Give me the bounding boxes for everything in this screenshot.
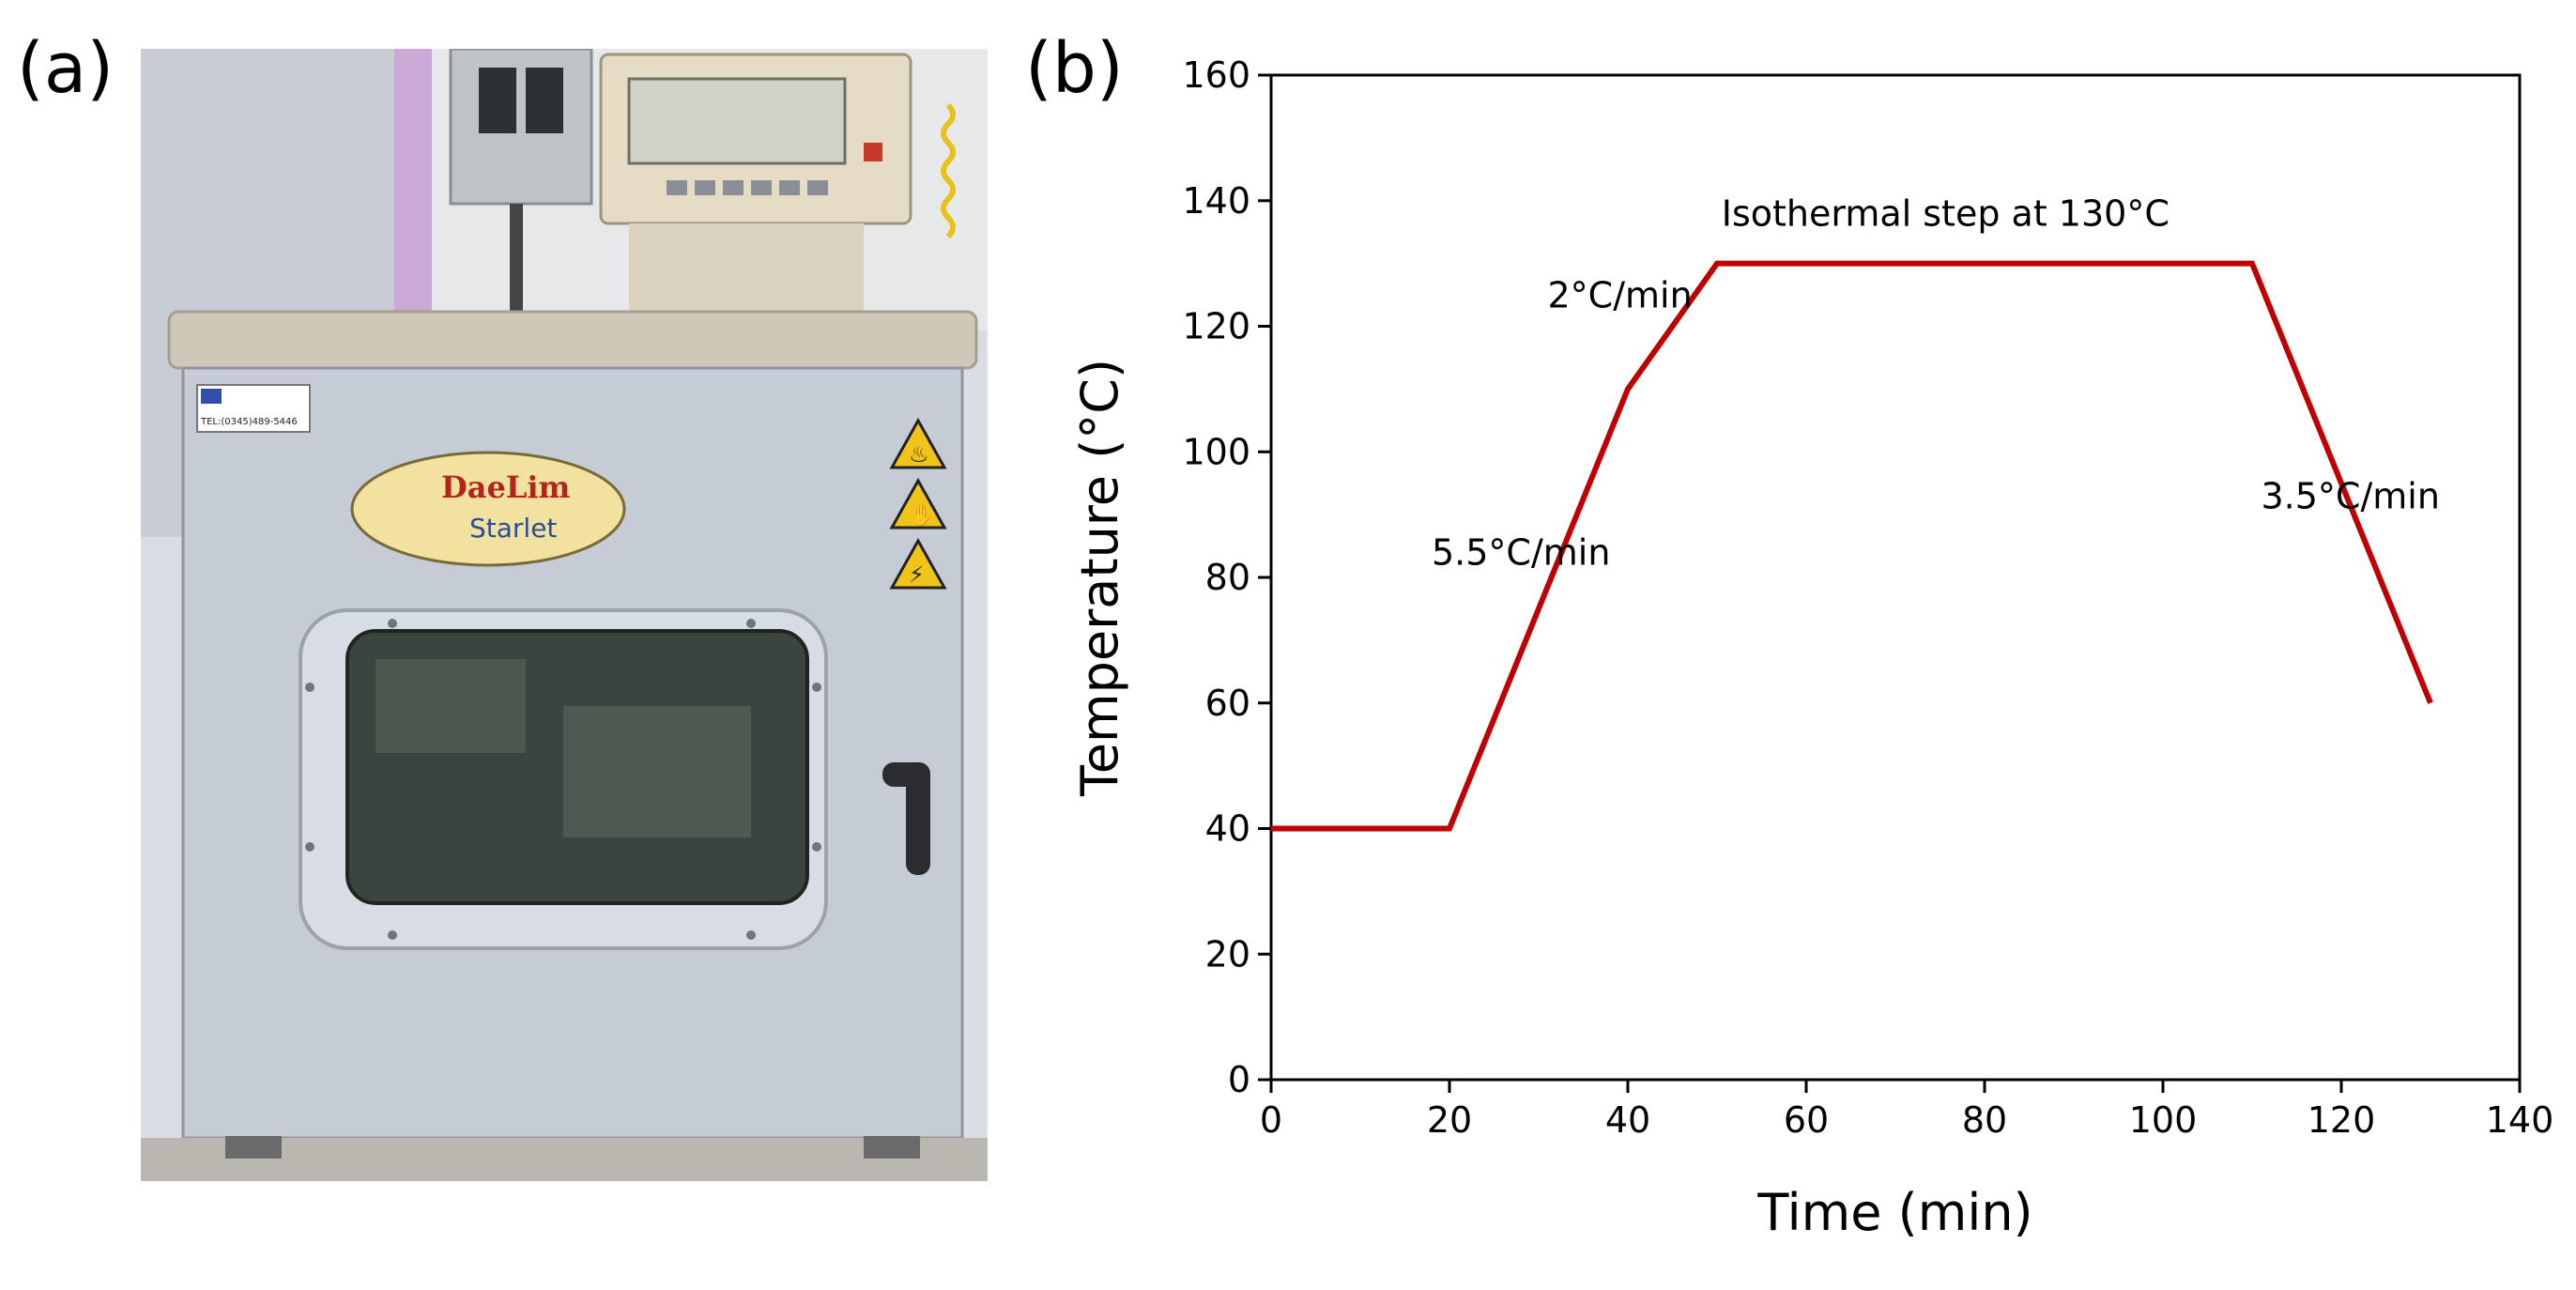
y-tick-label: 80 <box>1205 557 1250 598</box>
y-tick-label: 120 <box>1182 306 1250 347</box>
sticker-text: TEL:(0345)489-5446 <box>200 417 298 427</box>
x-tick-label: 20 <box>1427 1099 1472 1141</box>
annotation-label: 5.5°C/min <box>1432 532 1610 574</box>
svg-text:⚡: ⚡ <box>909 561 925 588</box>
incubator-illustration: TEL:(0345)489-5446 DaeLim Starlet ♨ ✋ ⚡ <box>141 49 988 1181</box>
x-tick-label: 80 <box>1962 1099 2007 1141</box>
x-axis: 0 20 40 60 80 100 120 140 <box>1260 1080 2553 1141</box>
electrical-warning-icon: ⚡ <box>889 537 947 590</box>
x-tick-label: 140 <box>2486 1099 2554 1141</box>
y-tick-label: 0 <box>1228 1059 1250 1100</box>
y-tick-label: 60 <box>1205 683 1250 724</box>
door-handle <box>906 762 930 875</box>
y-tick-label: 20 <box>1205 933 1250 975</box>
hand-crush-warning-icon: ✋ <box>889 477 947 530</box>
brand-sub-text: Starlet <box>469 513 557 544</box>
y-tick-label: 140 <box>1182 180 1250 222</box>
series-layer <box>1270 260 2433 832</box>
temperature-profile-chart: 0 20 40 60 80 100 120 140 160 0 20 40 60 80 100 120 140… <box>1070 54 2553 1242</box>
svg-text:✋: ✋ <box>909 503 934 528</box>
y-tick-label: 160 <box>1182 54 1250 96</box>
annotation-layer: 5.5°C/min 2°C/min Isothermal step at 130°C… <box>1432 193 2440 574</box>
svg-text:♨: ♨ <box>909 441 929 468</box>
y-axis: 0 20 40 60 80 100 120 140 160 <box>1182 54 1271 1100</box>
panel-label-a: (a) <box>17 28 115 109</box>
y-axis-title: Temperature (°C) <box>1070 359 1129 797</box>
panel-label-b: (b) <box>1025 28 1124 109</box>
y-tick-label: 100 <box>1182 431 1250 472</box>
x-axis-title: Time (min) <box>1756 1183 2032 1242</box>
controller-display <box>627 77 847 165</box>
series-line <box>1271 260 2433 832</box>
x-tick-label: 100 <box>2129 1099 2198 1141</box>
x-tick-label: 120 <box>2308 1099 2376 1141</box>
y-tick-label: 40 <box>1205 808 1250 850</box>
incubator-photo: TEL:(0345)489-5446 DaeLim Starlet ♨ ✋ ⚡ <box>141 49 988 1181</box>
x-tick-label: 40 <box>1605 1099 1650 1141</box>
annotation-label: 3.5°C/min <box>2262 475 2440 516</box>
cabinet-lid <box>167 310 978 370</box>
brand-logo <box>350 451 626 567</box>
annotation-label: Isothermal step at 130°C <box>1722 193 2170 235</box>
x-tick-label: 0 <box>1260 1099 1282 1141</box>
annotation-label: 2°C/min <box>1548 274 1693 315</box>
fire-warning-icon: ♨ <box>889 417 947 469</box>
x-tick-label: 60 <box>1784 1099 1829 1141</box>
brand-logo-text: DaeLim <box>441 469 571 505</box>
